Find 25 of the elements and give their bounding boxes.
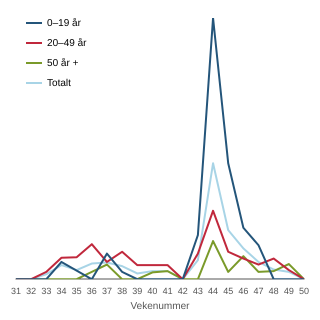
legend-label: 20–49 år [47,36,88,49]
x-tick-label: 32 [26,286,36,296]
x-tick-label: 36 [86,286,97,296]
x-tick-label: 50 [298,286,309,296]
x-tick-label: 35 [72,286,82,296]
x-tick-label: 47 [254,286,264,296]
x-tick-label: 43 [192,286,203,296]
x-tick-label: 34 [56,286,66,296]
x-tick-label: 31 [11,286,22,296]
x-axis-title: Vekenummer [130,300,190,312]
legend-label: Totalt [47,78,72,89]
legend-label: 0–19 år [47,16,82,29]
x-tick-label: 41 [162,286,173,296]
x-tick-label: 48 [268,286,279,296]
x-tick-label: 45 [223,286,234,296]
legend-label: 50 år + [47,56,79,69]
x-tick-label: 49 [284,286,294,296]
x-tick-label: 46 [238,286,248,296]
x-tick-label: 33 [41,286,52,296]
x-tick-label: 37 [102,286,112,296]
x-tick-label: 38 [117,286,128,296]
x-tick-label: 40 [147,286,158,296]
x-tick-label: 39 [132,286,142,296]
x-tick-label: 42 [178,286,188,296]
x-tick-label: 44 [208,286,218,296]
